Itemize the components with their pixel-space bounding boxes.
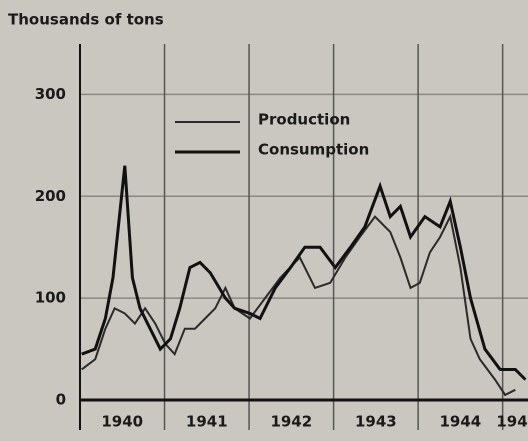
x-tick-label: 194	[496, 413, 527, 431]
legend-label: Consumption	[258, 141, 369, 159]
series-line	[81, 165, 527, 381]
y-tick-label: 0	[56, 391, 66, 409]
x-tick-label: 1941	[186, 413, 228, 431]
x-tick-label: 1943	[355, 413, 397, 431]
y-tick-label: 200	[35, 187, 66, 205]
x-tick-label: 1944	[440, 413, 482, 431]
x-tick-label: 1942	[270, 413, 312, 431]
y-tick-label: 300	[35, 85, 66, 103]
chart-title: Thousands of tons	[8, 11, 164, 29]
x-tick-label: 1940	[101, 413, 143, 431]
y-tick-label: 100	[35, 289, 66, 307]
legend-label: Production	[258, 111, 350, 129]
